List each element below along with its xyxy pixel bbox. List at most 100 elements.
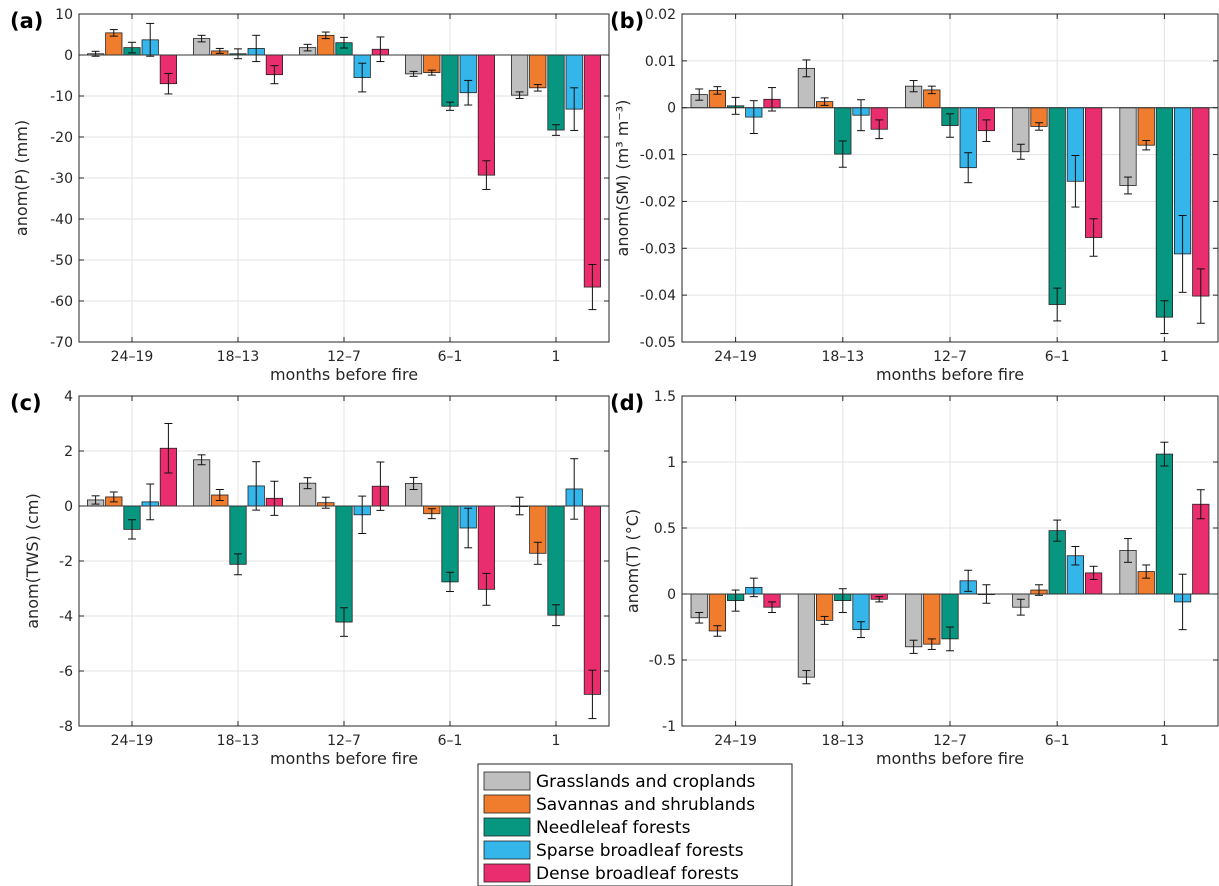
y-tick-label: -10: [50, 89, 73, 105]
error-bar: [713, 625, 722, 637]
y-tick-label: -0.02: [640, 194, 676, 210]
error-bar: [875, 596, 884, 603]
bar: [477, 54, 496, 176]
y-tick-label: -0.03: [640, 241, 676, 257]
legend-swatch: [483, 794, 531, 814]
y-tick-label: -20: [50, 130, 73, 146]
legend: Grasslands and croplands Savannas and shr…: [477, 763, 793, 886]
x-tick-label: 1: [552, 733, 561, 749]
error-bar: [303, 43, 312, 52]
error-bar: [713, 86, 722, 95]
x-axis-label: months before fire: [876, 365, 1024, 384]
error-bar: [1160, 441, 1169, 467]
x-tick-label: 6–1: [438, 733, 463, 749]
error-bar: [1035, 122, 1043, 131]
legend-item: Savannas and shrublands: [483, 794, 755, 815]
legend-label: Sparse broadleaf forests: [536, 841, 744, 861]
x-tick-label: 18–13: [217, 349, 260, 365]
x-tick-label: 1: [1160, 733, 1169, 749]
y-axis-label: anom(P) (mm): [12, 120, 31, 236]
x-tick-label: 6–1: [1045, 349, 1070, 365]
x-tick-label: 12–7: [327, 349, 361, 365]
error-bar: [427, 69, 436, 76]
y-tick-label: 2: [64, 444, 73, 460]
error-bar: [838, 140, 847, 168]
error-bar: [1053, 519, 1062, 542]
error-bar: [321, 31, 330, 40]
bar: [1155, 107, 1173, 318]
legend-label: Needleleaf forests: [536, 818, 691, 838]
error-bar: [164, 423, 173, 474]
bar: [547, 54, 565, 131]
error-bar: [1178, 214, 1187, 293]
bar: [583, 505, 602, 695]
error-bar: [128, 519, 136, 540]
error-bar: [358, 62, 367, 93]
error-bar: [552, 124, 560, 136]
x-axis-label: months before fire: [270, 365, 418, 384]
y-tick-label: 1.5: [654, 389, 676, 405]
error-bar: [731, 96, 740, 115]
error-bar: [1016, 598, 1025, 616]
error-bar: [768, 87, 776, 112]
error-bar: [1124, 538, 1132, 563]
error-bar: [588, 264, 597, 311]
panel-label: (b): [610, 9, 644, 33]
error-bar: [927, 85, 936, 95]
y-tick-label: 10: [55, 7, 73, 23]
y-tick-label: 4: [64, 389, 73, 405]
error-bar: [1016, 143, 1025, 160]
bar: [192, 459, 211, 507]
bar: [510, 54, 529, 96]
error-bar: [946, 626, 954, 652]
error-bar: [197, 454, 206, 466]
error-bar: [446, 571, 454, 593]
bar: [905, 593, 923, 648]
error-bar: [270, 480, 279, 516]
error-bar: [1142, 564, 1151, 579]
error-bar: [197, 34, 206, 43]
error-bar: [533, 84, 542, 92]
bar: [583, 54, 602, 288]
y-tick-label: -8: [59, 719, 73, 735]
x-tick-label: 12–7: [933, 733, 967, 749]
x-tick-label: 1: [1160, 349, 1169, 365]
x-tick-label: 24–19: [714, 733, 757, 749]
error-bar: [964, 569, 973, 592]
bar: [335, 505, 353, 623]
error-bar: [1142, 140, 1151, 151]
x-tick-label: 18–13: [821, 733, 864, 749]
panel-label: (d): [610, 391, 644, 415]
error-bar: [1160, 300, 1169, 335]
bar: [797, 593, 816, 678]
x-tick-label: 24–19: [111, 733, 154, 749]
y-tick-label: 0.01: [645, 54, 676, 70]
y-tick-label: -40: [50, 212, 73, 228]
error-bar: [802, 59, 811, 78]
panel-label: (c): [10, 391, 42, 415]
y-tick-label: 0.5: [654, 521, 676, 537]
error-bar: [109, 29, 118, 37]
legend-item: Sparse broadleaf forests: [483, 840, 744, 861]
y-tick-label: -30: [50, 171, 73, 187]
error-bar: [128, 41, 136, 54]
error-bar: [376, 36, 385, 63]
y-tick-label: -6: [59, 664, 73, 680]
panel-1: 0.02 0.01 0 -0.01 -0.02 -0.03 -0.04 -0.05 24–19 1…: [610, 7, 1219, 384]
y-axis-label: anom(TWS) (cm): [23, 493, 42, 629]
error-bar: [215, 489, 224, 501]
legend-item: Dense broadleaf forests: [483, 863, 739, 884]
error-bar: [340, 36, 348, 49]
error-bar: [768, 601, 776, 613]
error-bar: [464, 79, 473, 106]
error-bar: [409, 476, 418, 490]
error-bar: [109, 491, 118, 503]
legend-label: Savannas and shrublands: [536, 795, 755, 815]
y-tick-label: -0.04: [640, 288, 676, 304]
error-bar: [252, 461, 261, 511]
y-tick-label: -2: [59, 554, 73, 570]
error-bar: [446, 101, 454, 111]
bar: [1155, 453, 1173, 595]
error-bar: [909, 639, 918, 654]
